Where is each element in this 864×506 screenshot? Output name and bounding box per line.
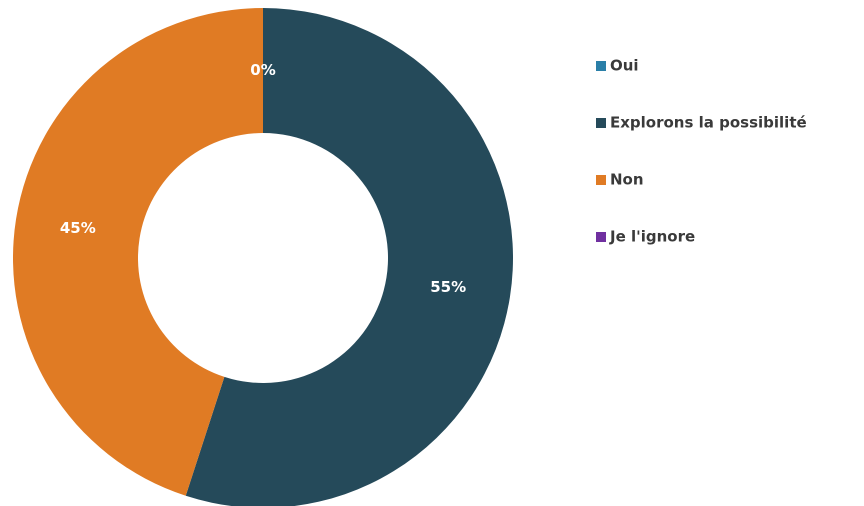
- legend-swatch: [596, 118, 606, 128]
- donut-slice: [185, 8, 514, 506]
- data-label: 0%: [250, 61, 275, 79]
- legend-label: Non: [610, 171, 644, 189]
- legend-label: Explorons la possibilité: [610, 114, 807, 132]
- donut-slice: [12, 8, 264, 496]
- data-label: 45%: [60, 219, 96, 237]
- legend-swatch: [596, 61, 606, 71]
- legend-label: Oui: [610, 57, 639, 75]
- data-label: 55%: [430, 278, 466, 296]
- legend-swatch: [596, 232, 606, 242]
- legend-label: Je l'ignore: [609, 228, 695, 246]
- legend-swatch: [596, 175, 606, 185]
